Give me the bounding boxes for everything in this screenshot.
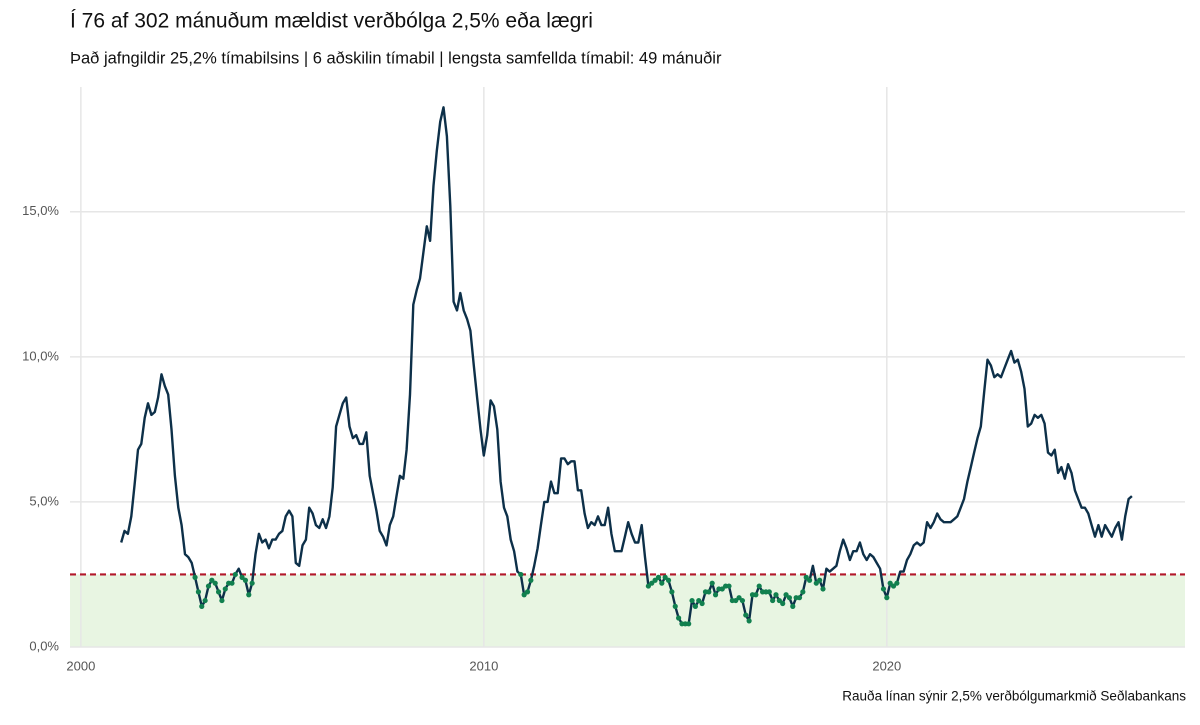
chart-title: Í 76 af 302 mánuðum mældist verðbólga 2,… [70,10,593,33]
low-inflation-point [524,589,531,595]
low-inflation-point [249,580,255,586]
low-inflation-point [712,592,719,598]
low-inflation-point [672,603,678,609]
x-tick-label: 2010 [469,658,498,673]
low-inflation-point [528,577,534,583]
low-inflation-point [884,595,890,601]
low-inflation-point [239,574,245,580]
low-inflation-point [199,603,205,609]
low-inflation-point [706,589,712,595]
low-inflation-point [215,589,222,595]
low-inflation-point [246,592,252,598]
y-tick-label: 5,0% [29,493,59,508]
low-inflation-point [719,586,725,592]
target-band [70,574,1185,647]
low-inflation-point [894,580,900,586]
low-inflation-point [649,580,655,586]
low-inflation-point [659,580,665,586]
y-tick-label: 15,0% [22,203,59,218]
low-inflation-point [202,597,208,604]
low-inflation-point [786,595,793,601]
low-inflation-point [192,574,198,580]
low-inflation-point [813,580,819,586]
low-inflation-point [645,583,651,589]
low-inflation-point [773,592,779,598]
low-inflation-point [733,597,739,604]
chart-subtitle: Það jafngildir 25,2% tímabilsins | 6 aðs… [70,49,722,67]
low-inflation-point [770,597,776,604]
low-inflation-point [209,577,215,583]
low-inflation-point [652,577,658,583]
low-inflation-point [222,586,228,592]
low-inflation-point [709,580,715,586]
low-inflation-point [820,586,826,592]
low-inflation-point [756,583,762,589]
low-inflation-point [686,621,692,627]
low-inflation-point [696,597,702,604]
low-inflation-point [790,603,796,609]
y-tick-label: 0,0% [29,638,59,653]
low-inflation-point [739,597,746,604]
low-inflation-point [776,597,782,604]
low-inflation-point [219,597,225,604]
low-inflation-point [692,603,698,609]
low-inflation-point [689,597,695,604]
low-inflation-point [783,592,789,598]
low-inflation-point [880,586,887,592]
low-inflation-point [655,574,662,580]
low-inflation-point [743,612,749,618]
low-inflation-point [665,577,672,583]
low-inflation-point [726,583,732,589]
low-inflation-point [662,574,668,580]
low-inflation-point [242,577,249,583]
low-inflation-point [766,589,772,595]
x-tick-label: 2000 [66,658,95,673]
low-inflation-point [232,571,238,578]
low-inflation-point [803,574,809,580]
low-inflation-point [229,580,235,586]
low-inflation-point [887,580,893,586]
low-inflation-point [212,580,218,586]
low-inflation-point [669,589,675,595]
series-line [120,106,1133,625]
low-inflation-point [676,615,682,621]
low-inflation-point [806,577,813,583]
low-inflation-point [521,592,527,598]
low-inflation-point [736,595,742,601]
low-inflation-point [817,577,823,583]
low-inflation-point [753,592,759,598]
low-inflation-point [699,600,705,607]
low-inflation-point [518,571,524,578]
low-inflation-point [205,583,212,589]
y-tick-label: 10,0% [22,348,59,363]
low-inflation-point [780,600,786,607]
low-inflation-point [746,618,752,624]
caption: Rauða línan sýnir 2,5% verðbólgumarkmið … [842,689,1186,704]
low-inflation-point [800,589,806,595]
low-inflation-point [796,595,803,601]
x-tick-label: 2020 [872,658,901,673]
low-inflation-point [195,589,202,595]
low-inflation-point [890,583,897,589]
